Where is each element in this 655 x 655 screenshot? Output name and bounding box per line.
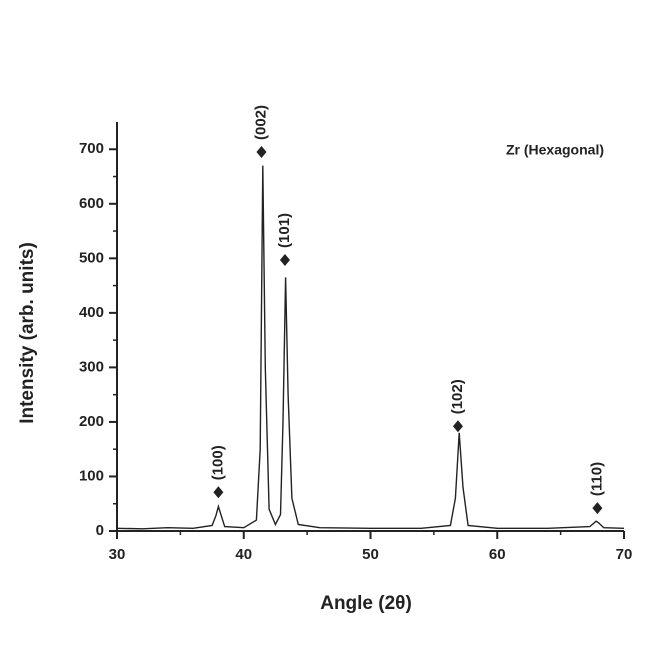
chart-title: Zr (Hexagonal): [506, 142, 604, 158]
peak-label: (100): [209, 445, 226, 480]
xrd-line: [116, 165, 625, 530]
peak-label: (002): [252, 105, 269, 140]
y-tick-label: 400: [79, 304, 104, 321]
peak-marker: [256, 145, 267, 158]
peak-marker: [279, 253, 290, 266]
y-tick-label: 600: [79, 195, 104, 212]
peak-marker: [592, 502, 603, 515]
peak-label: (102): [449, 379, 466, 414]
y-tick-label: 200: [79, 413, 104, 430]
x-tick-label: 40: [235, 546, 252, 563]
y-tick-label: 700: [79, 140, 104, 157]
y-tick-label: 0: [96, 522, 104, 539]
x-axis-label: Angle (2θ): [320, 593, 412, 614]
peak-marker: [452, 420, 463, 433]
peak-label: (110): [588, 462, 605, 496]
y-tick-label: 300: [79, 358, 104, 375]
y-tick-label: 500: [79, 249, 104, 266]
x-tick-label: 50: [362, 546, 379, 563]
x-tick-label: 70: [616, 546, 633, 563]
peak-marker: [213, 486, 224, 499]
peak-label: (101): [276, 213, 293, 248]
y-tick-label: 100: [79, 467, 104, 484]
x-tick-label: 60: [489, 546, 506, 563]
x-tick-label: 30: [109, 546, 126, 563]
y-axis-label: Intensity (arb. units): [17, 242, 38, 424]
